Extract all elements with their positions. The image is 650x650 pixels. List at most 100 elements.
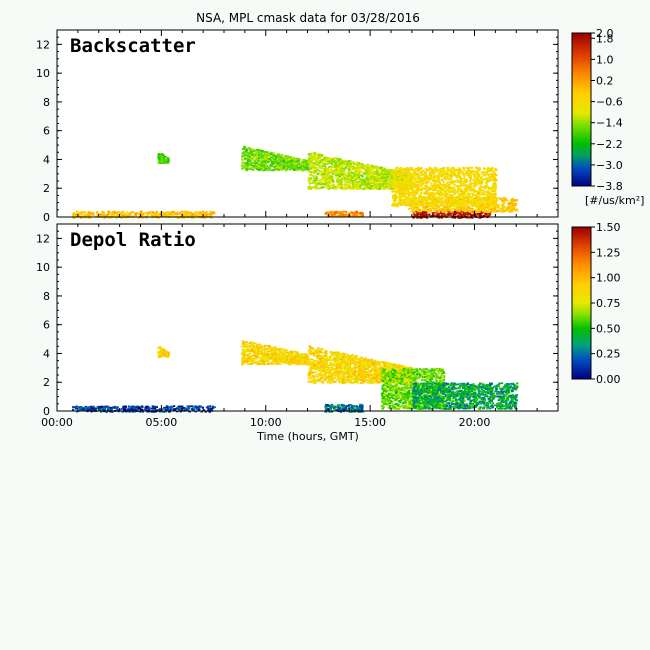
data-cell [356,186,360,189]
data-cell [325,172,328,175]
data-cell [450,205,454,207]
data-cell [423,174,426,177]
data-cell [482,178,485,181]
data-cell [352,185,355,188]
data-cell [467,193,470,196]
data-cell [404,188,407,190]
data-cell [375,170,379,173]
data-cell [512,206,516,209]
data-cell [386,173,389,176]
data-cell [364,167,367,170]
data-cell [323,168,327,170]
data-cell [340,178,343,180]
data-cell [289,168,292,171]
data-cell [189,211,192,214]
data-cell [507,210,510,212]
data-cell [490,167,494,170]
data-cell [416,173,420,176]
data-cell [429,171,432,174]
data-cell [404,179,407,181]
data-cell [450,212,453,215]
data-cell [483,207,487,209]
data-cell [329,157,332,160]
data-cell [289,163,292,165]
data-cell [310,163,314,165]
data-cell [420,191,423,194]
data-cell [353,162,356,165]
data-cell [255,161,258,164]
data-cell [463,175,466,177]
data-cell [365,185,368,187]
data-cell [469,184,472,187]
data-cell [401,194,405,196]
data-cell [321,168,325,171]
data-cell [340,187,343,190]
data-cell [403,169,407,172]
data-cell [355,211,358,213]
data-cell [387,187,391,190]
data-cell [415,168,419,171]
data-cell [435,197,438,200]
data-cell [245,167,248,170]
data-cell [377,172,381,175]
data-cell [325,184,328,187]
data-cell [384,174,387,177]
data-cell [514,208,517,211]
data-cell [267,160,270,163]
data-cell [310,177,313,180]
data-cell [437,209,440,212]
data-cell [458,216,461,219]
data-cell [509,202,512,205]
data-cell [491,193,494,195]
data-cell [451,186,455,189]
data-cell [401,187,405,190]
data-cell [284,155,287,157]
data-cell [158,155,161,158]
data-cell [425,185,428,188]
data-cell [471,167,474,169]
data-cell [388,182,391,185]
data-cell [471,205,475,207]
data-cell [417,189,420,192]
data-cell [425,180,428,183]
data-cell [134,214,137,217]
data-cell [461,213,464,216]
data-cell [251,169,255,171]
data-cell [453,207,456,210]
data-cell [472,194,475,197]
data-cell [335,156,338,159]
data-cell [367,169,370,172]
data-cell [296,169,299,171]
data-cell [507,206,511,208]
data-cell [406,204,409,207]
data-cell [314,170,317,172]
data-cell [163,213,166,216]
data-cell [167,161,170,163]
data-cell [381,172,384,175]
data-cell [417,207,420,209]
data-cell [280,155,283,158]
data-cell [445,177,449,179]
data-cell [393,182,396,184]
data-cell [433,166,436,169]
data-cell [468,213,471,216]
data-cell [157,216,160,219]
data-cell [426,203,429,206]
data-cell [442,170,445,173]
data-cell [420,167,423,170]
data-cell [387,183,390,185]
data-cell [179,211,182,214]
data-cell [351,181,354,184]
data-cell [392,184,395,187]
data-cell [452,172,456,174]
data-cell [488,213,492,215]
data-cell [417,182,421,185]
data-cell [473,199,476,202]
data-cell [364,169,367,172]
data-cell [323,183,326,185]
data-cell [458,201,461,204]
data-cell [344,179,347,182]
data-cell [453,173,457,176]
data-cell [241,148,245,151]
data-cell [301,161,304,164]
